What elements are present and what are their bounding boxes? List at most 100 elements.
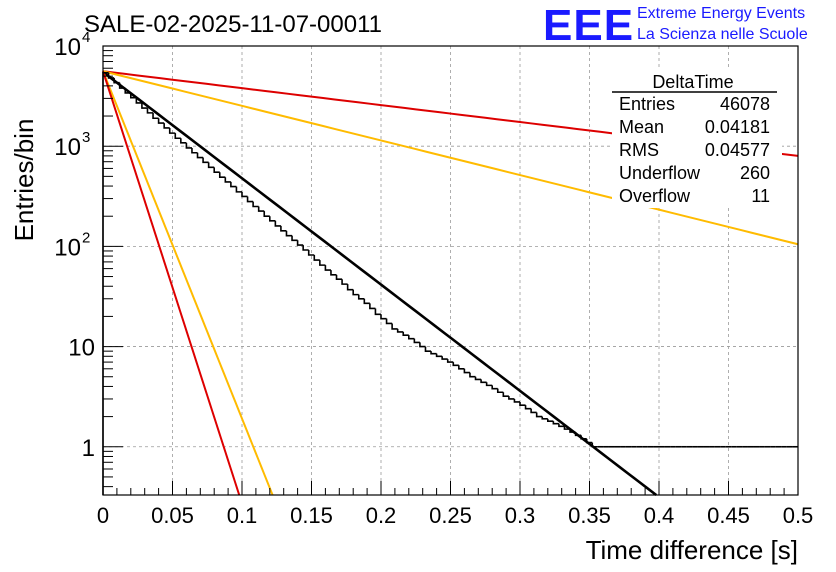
- stats-box: DeltaTime Entries 46078 Mean 0.04181 RMS…: [612, 68, 782, 208]
- histogram-bin: [458, 365, 465, 370]
- y-tick-label: 1: [82, 435, 95, 462]
- histogram-bin: [196, 152, 204, 159]
- histogram-bin: [408, 335, 415, 340]
- x-tick-label: 0.3: [505, 503, 536, 528]
- histogram-bin: [257, 206, 265, 212]
- x-tick-labels: 0 0.05 0.1 0.15 0.2 0.25 0.3 0.35 0.4 0.45 0.5: [97, 503, 813, 528]
- x-tick-label: 0.2: [366, 503, 397, 528]
- histogram-bin: [485, 382, 493, 387]
- histogram-bin: [246, 196, 254, 203]
- histogram-bin: [263, 211, 270, 218]
- histogram-bin: [558, 423, 565, 428]
- histogram-bin: [424, 346, 432, 352]
- histogram-bin: [591, 442, 598, 448]
- histogram-bin: [313, 255, 320, 261]
- y-tick-exponent: 4: [82, 29, 90, 46]
- grid: [103, 46, 798, 495]
- y-tick-label: 10: [54, 134, 81, 161]
- histogram-bin: [280, 225, 287, 232]
- y-tick-exponent: 3: [82, 129, 90, 146]
- curves: [102, 70, 799, 497]
- histogram-bin: [146, 108, 154, 114]
- histogram-bin: [452, 362, 459, 367]
- org-line-2: La Scienza nelle Scuole: [637, 26, 808, 43]
- x-axis-label: Time difference [s]: [586, 535, 798, 565]
- histogram-bin: [218, 172, 226, 179]
- histogram: [102, 72, 798, 495]
- histogram-bin: [513, 398, 520, 403]
- histogram-bin: [163, 123, 170, 129]
- histogram-bin: [508, 396, 515, 400]
- histogram-bin: [402, 331, 409, 336]
- histogram-bin: [168, 127, 176, 134]
- histogram-bin: [274, 220, 281, 227]
- run-title: SALE-02-2025-11-07-00011: [84, 11, 382, 38]
- histogram-bin: [519, 401, 526, 406]
- histogram-bin: [302, 245, 309, 251]
- histogram-bin: [124, 88, 131, 94]
- axis-ticks: [102, 45, 799, 495]
- stats-value-rms: 0.04577: [705, 140, 770, 160]
- histogram-bin: [524, 405, 532, 410]
- histogram-bin: [530, 408, 537, 414]
- histogram-bin: [296, 240, 304, 246]
- histogram-bin: [357, 294, 365, 300]
- histogram-bin: [363, 298, 370, 305]
- histogram-bin: [319, 260, 326, 266]
- histogram-bin: [191, 147, 198, 154]
- histogram-bin: [502, 392, 509, 397]
- stats-value-entries: 46078: [720, 94, 770, 114]
- x-tick-label: 0: [97, 503, 109, 528]
- histogram-bin: [380, 314, 387, 320]
- stats-value-mean: 0.04181: [705, 117, 770, 137]
- histogram-bin: [385, 318, 393, 325]
- histogram-bin: [285, 230, 293, 237]
- histogram-bin: [446, 359, 454, 363]
- histogram-bin: [469, 372, 476, 378]
- histogram-bin: [580, 435, 587, 440]
- histogram-bin: [207, 162, 215, 169]
- histogram-bin: [202, 157, 209, 164]
- x-tick-label: 0.05: [151, 503, 194, 528]
- histogram-bin: [213, 167, 220, 173]
- histogram-bin: [185, 142, 192, 149]
- stats-value-overflow: 11: [751, 186, 770, 206]
- curve-fit: [102, 70, 658, 497]
- histogram-bin: [352, 289, 359, 296]
- y-tick-label: 10: [54, 34, 81, 61]
- stats-label-overflow: Overflow: [619, 186, 691, 206]
- histogram-bin: [174, 133, 181, 140]
- histogram-bin: [269, 216, 276, 222]
- x-tick-label: 0.4: [644, 503, 675, 528]
- histogram-bin: [230, 181, 237, 188]
- histogram-bin: [224, 177, 231, 183]
- histogram-bin: [413, 338, 420, 344]
- histogram-bin: [396, 328, 404, 333]
- histogram-bin: [391, 323, 398, 330]
- histogram-bin: [335, 274, 343, 281]
- y-tick-label: 10: [54, 234, 81, 261]
- curve-orange-fast: [102, 70, 274, 496]
- histogram-bin: [130, 92, 137, 99]
- eee-logo: EEE: [543, 1, 634, 50]
- histogram-bin: [341, 279, 348, 285]
- histogram-bin: [419, 342, 426, 348]
- histogram-bin: [491, 385, 498, 390]
- histogram-bin: [430, 351, 437, 355]
- histogram-bin: [480, 379, 487, 384]
- y-tick-exponent: 2: [82, 229, 90, 246]
- histogram-bin: [118, 82, 126, 89]
- curve-red-fast: [102, 70, 241, 496]
- histogram-bin: [463, 368, 470, 374]
- histogram-bin: [141, 102, 148, 109]
- histogram-bin: [241, 191, 248, 198]
- histogram-bin: [541, 416, 548, 420]
- stats-label-rms: RMS: [619, 140, 659, 160]
- histogram-bin: [291, 235, 298, 242]
- histogram-bin: [496, 388, 504, 394]
- histogram-bin: [252, 201, 259, 208]
- histogram-bin: [157, 118, 165, 124]
- histogram-bin: [441, 356, 448, 360]
